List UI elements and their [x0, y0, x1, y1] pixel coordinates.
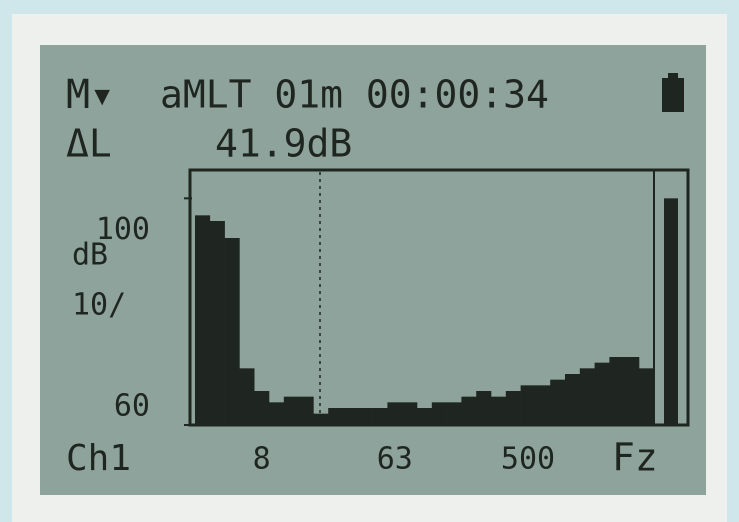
header: aMLT 01m 00:00:34 — [160, 73, 549, 117]
x-tick-label: 8 — [253, 442, 271, 477]
bar — [476, 391, 492, 425]
bar — [313, 413, 329, 425]
bar — [431, 402, 447, 425]
y-unit: dB — [72, 238, 108, 273]
bar — [491, 396, 507, 425]
bar — [328, 408, 344, 425]
bar — [535, 385, 551, 425]
bar — [269, 402, 285, 425]
bar — [594, 362, 610, 425]
fz-bar — [664, 198, 678, 425]
bar — [609, 357, 625, 425]
bar — [387, 402, 403, 425]
bar — [283, 396, 299, 425]
bar — [639, 368, 655, 425]
y-scale: 10/ — [72, 288, 126, 323]
bar — [417, 408, 433, 425]
y-tick-label: 100 — [96, 212, 150, 247]
bar — [254, 391, 270, 425]
bar — [461, 396, 477, 425]
mode: M▾ — [66, 72, 114, 118]
bar — [565, 374, 581, 425]
x-tick-label: 500 — [501, 442, 555, 477]
bar — [402, 402, 418, 425]
bar — [520, 385, 536, 425]
battery-icon — [662, 78, 684, 112]
bar — [446, 402, 462, 425]
bar — [550, 379, 566, 425]
bar — [343, 408, 359, 425]
bar — [357, 408, 373, 425]
battery-tip — [668, 73, 678, 79]
bar — [239, 368, 255, 425]
bar — [579, 368, 595, 425]
bar — [209, 221, 225, 425]
bar — [298, 396, 314, 425]
bar — [224, 238, 240, 425]
channel: Ch1 — [66, 438, 131, 479]
weighting: Fz — [612, 436, 658, 480]
delta-label: ΔL — [66, 122, 112, 166]
delta-value: 41.9dB — [215, 122, 352, 166]
x-tick-label: 63 — [377, 442, 413, 477]
bar — [624, 357, 640, 425]
bar — [195, 215, 211, 425]
y-tick-label: 60 — [114, 389, 150, 424]
bar — [505, 391, 521, 425]
bar — [372, 408, 388, 425]
